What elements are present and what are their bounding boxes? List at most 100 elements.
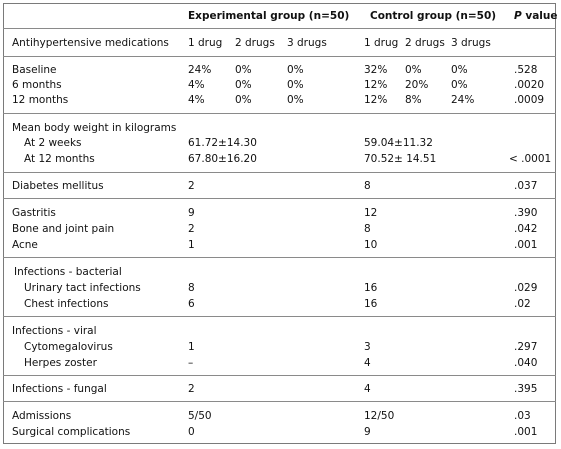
cell-value: – bbox=[188, 357, 194, 369]
row-label: At 2 weeks bbox=[24, 137, 82, 149]
cell-value: 2 bbox=[188, 383, 195, 395]
p-value: .042 bbox=[514, 223, 538, 235]
cell-value: 5/50 bbox=[188, 410, 212, 422]
exp-col-2-drugs: 2 drugs bbox=[235, 37, 275, 49]
section-label-antihypertensive: Antihypertensive medications bbox=[12, 37, 169, 49]
row-label: Baseline bbox=[12, 64, 57, 76]
ctl-col-1-drug: 1 drug bbox=[364, 37, 399, 49]
row-label: Infections - fungal bbox=[12, 383, 107, 395]
cell-value: 8 bbox=[364, 223, 371, 235]
cell-value: 24% bbox=[188, 64, 212, 76]
row-label: Urinary tact infections bbox=[24, 282, 141, 294]
row-label: At 12 months bbox=[24, 153, 95, 165]
header-p-value: P value bbox=[514, 10, 557, 22]
p-value: .528 bbox=[514, 64, 538, 76]
cell-value: 0% bbox=[287, 94, 304, 106]
cell-value: 67.80±16.20 bbox=[188, 153, 257, 165]
p-value: .390 bbox=[514, 207, 538, 219]
cell-value: 8 bbox=[364, 180, 371, 192]
p-value: .02 bbox=[514, 298, 531, 310]
cell-value: 0% bbox=[287, 64, 304, 76]
p-value: .03 bbox=[514, 410, 531, 422]
cell-value: 0% bbox=[405, 64, 422, 76]
ctl-col-2-drugs: 2 drugs bbox=[405, 37, 445, 49]
header-p-suffix: value bbox=[521, 10, 558, 22]
cell-value: 20% bbox=[405, 79, 429, 91]
cell-value: 10 bbox=[364, 239, 378, 251]
row-label: Acne bbox=[12, 239, 38, 251]
row-label: 12 months bbox=[12, 94, 69, 106]
cell-value: 70.52± 14.51 bbox=[364, 153, 437, 165]
divider bbox=[3, 113, 556, 114]
cell-value: 4 bbox=[364, 357, 371, 369]
p-value: .0020 bbox=[514, 79, 545, 91]
p-value: .395 bbox=[514, 383, 538, 395]
p-value: < .0001 bbox=[509, 153, 552, 165]
row-label: Cytomegalovirus bbox=[24, 341, 113, 353]
divider bbox=[3, 198, 556, 199]
header-control: Control group (n=50) bbox=[370, 10, 497, 22]
p-value: .297 bbox=[514, 341, 538, 353]
cell-value: 12% bbox=[364, 94, 388, 106]
cell-value: 24% bbox=[451, 94, 475, 106]
cell-value: 9 bbox=[188, 207, 195, 219]
cell-value: 32% bbox=[364, 64, 388, 76]
header-experimental: Experimental group (n=50) bbox=[188, 10, 350, 22]
row-label: 6 months bbox=[12, 79, 62, 91]
p-value: .001 bbox=[514, 426, 538, 438]
cell-value: 16 bbox=[364, 298, 378, 310]
row-label: Admissions bbox=[12, 410, 72, 422]
row-label: Gastritis bbox=[12, 207, 56, 219]
row-label: Chest infections bbox=[24, 298, 109, 310]
ctl-col-3-drugs: 3 drugs bbox=[451, 37, 491, 49]
cell-value: 0% bbox=[287, 79, 304, 91]
cell-value: 0 bbox=[188, 426, 195, 438]
cell-value: 0% bbox=[235, 94, 252, 106]
cell-value: 61.72±14.30 bbox=[188, 137, 257, 149]
divider bbox=[3, 56, 556, 57]
cell-value: 0% bbox=[451, 64, 468, 76]
p-value: .040 bbox=[514, 357, 538, 369]
cell-value: 1 bbox=[188, 341, 195, 353]
cell-value: 12 bbox=[364, 207, 378, 219]
divider bbox=[3, 28, 556, 29]
divider bbox=[3, 401, 556, 402]
cell-value: 12/50 bbox=[364, 410, 395, 422]
cell-value: 6 bbox=[188, 298, 195, 310]
p-value: .0009 bbox=[514, 94, 545, 106]
section-label-bacterial: Infections - bacterial bbox=[14, 266, 122, 278]
cell-value: 4 bbox=[364, 383, 371, 395]
cell-value: 2 bbox=[188, 223, 195, 235]
cell-value: 1 bbox=[188, 239, 195, 251]
row-label: Surgical complications bbox=[12, 426, 131, 438]
p-value: .037 bbox=[514, 180, 538, 192]
section-label-viral: Infections - viral bbox=[12, 325, 97, 337]
cell-value: 4% bbox=[188, 79, 205, 91]
cell-value: 2 bbox=[188, 180, 195, 192]
cell-value: 0% bbox=[451, 79, 468, 91]
divider bbox=[3, 172, 556, 173]
cell-value: 3 bbox=[364, 341, 371, 353]
p-value: .029 bbox=[514, 282, 538, 294]
p-value: .001 bbox=[514, 239, 538, 251]
cell-value: 0% bbox=[235, 64, 252, 76]
row-label: Bone and joint pain bbox=[12, 223, 115, 235]
cell-value: 59.04±11.32 bbox=[364, 137, 433, 149]
exp-col-1-drug: 1 drug bbox=[188, 37, 223, 49]
cell-value: 8 bbox=[188, 282, 195, 294]
cell-value: 8% bbox=[405, 94, 422, 106]
cell-value: 9 bbox=[364, 426, 371, 438]
header-p-letter: P bbox=[514, 10, 522, 22]
cell-value: 0% bbox=[235, 79, 252, 91]
cell-value: 12% bbox=[364, 79, 388, 91]
row-label: Herpes zoster bbox=[24, 357, 97, 369]
divider bbox=[3, 375, 556, 376]
cell-value: 16 bbox=[364, 282, 378, 294]
section-label-weight: Mean body weight in kilograms bbox=[12, 122, 177, 134]
table-frame bbox=[3, 3, 556, 444]
exp-col-3-drugs: 3 drugs bbox=[287, 37, 327, 49]
divider bbox=[3, 257, 556, 258]
divider bbox=[3, 316, 556, 317]
row-label: Diabetes mellitus bbox=[12, 180, 104, 192]
cell-value: 4% bbox=[188, 94, 205, 106]
